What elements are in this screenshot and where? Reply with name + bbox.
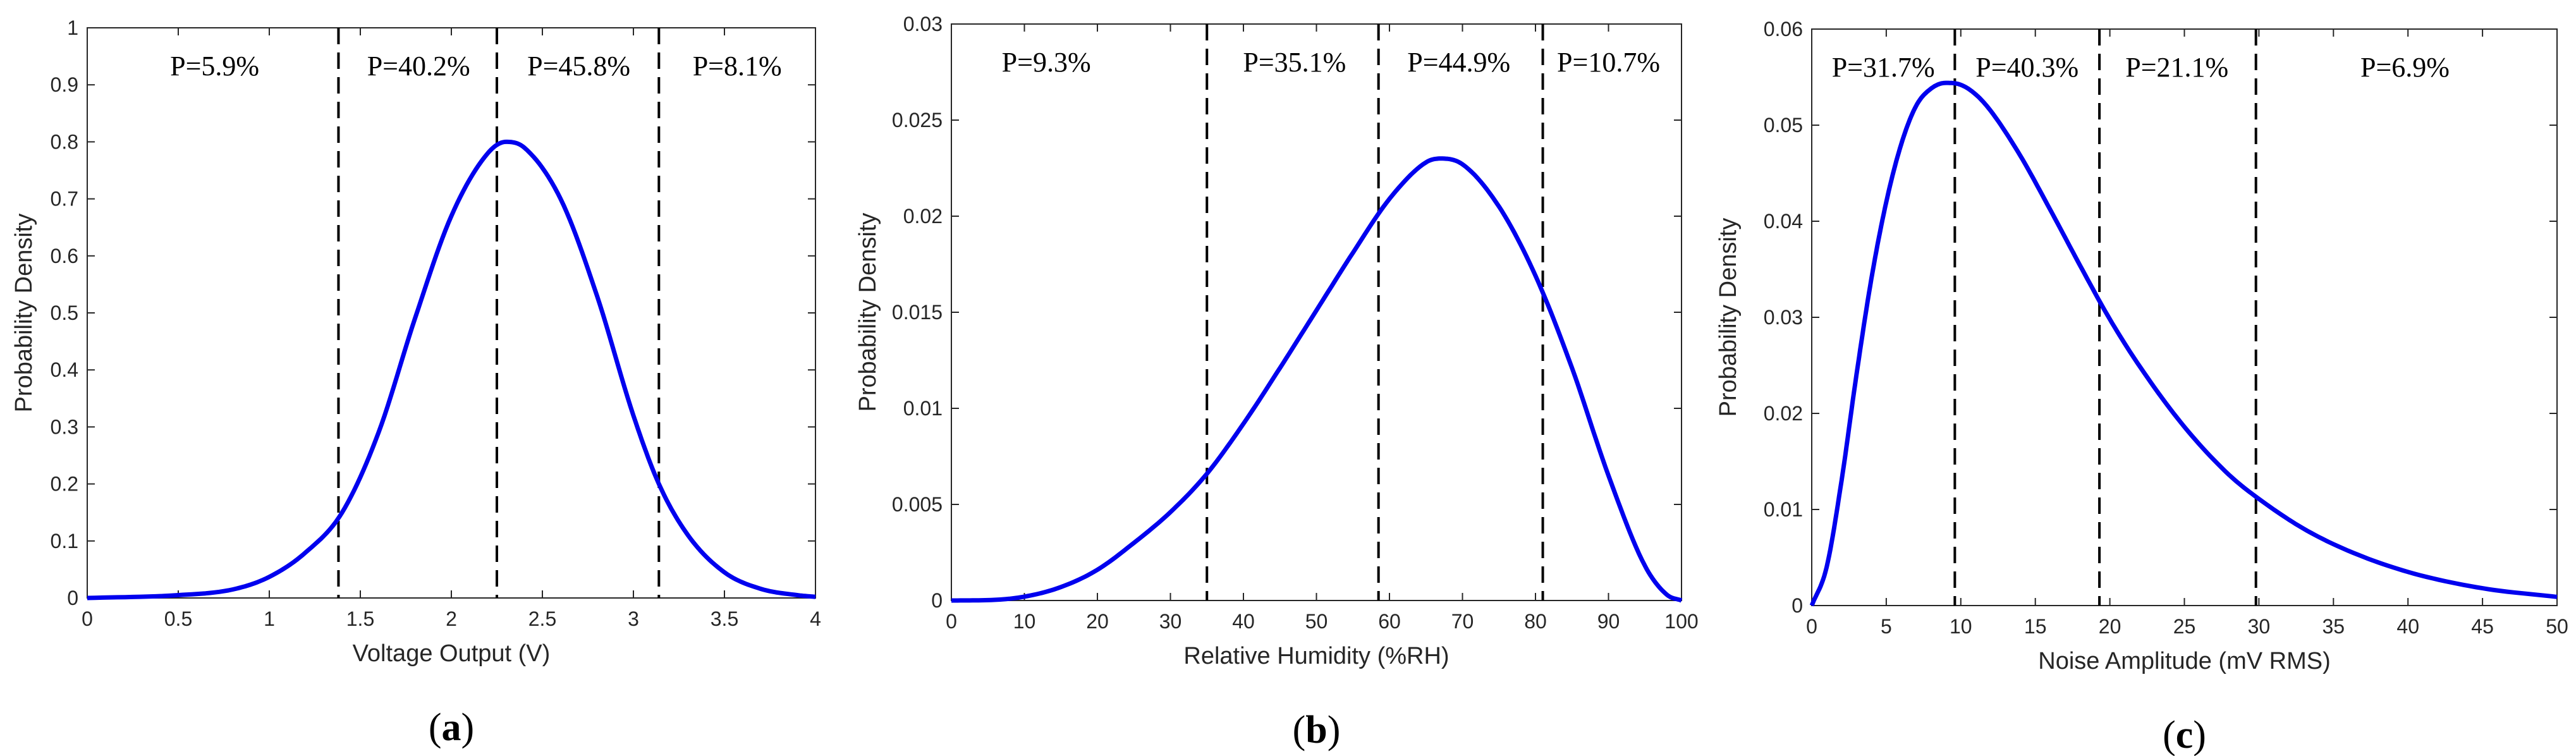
y-tick-label: 0.5 xyxy=(51,302,78,324)
y-tick-label: 0.03 xyxy=(903,13,943,35)
region-probability-label: P=40.3% xyxy=(1975,52,2079,83)
x-tick-label: 40 xyxy=(2396,615,2419,638)
x-tick-label: 30 xyxy=(1159,610,1182,633)
panel-label: (c) xyxy=(2163,714,2206,756)
y-tick-label: 0.06 xyxy=(1764,18,1803,40)
y-tick-label: 0.02 xyxy=(1764,402,1803,425)
x-tick-label: 20 xyxy=(1086,610,1109,633)
x-tick-label: 3 xyxy=(628,607,639,630)
x-tick-label: 15 xyxy=(2024,615,2047,638)
x-axis-label: Voltage Output (V) xyxy=(353,640,551,667)
y-tick-label: 1 xyxy=(67,16,78,39)
y-tick-label: 0.01 xyxy=(903,397,943,420)
x-tick-label: 90 xyxy=(1597,610,1620,633)
y-tick-label: 0.2 xyxy=(51,473,78,496)
y-tick-label: 0.6 xyxy=(51,245,78,267)
panel-label: (a) xyxy=(429,706,474,749)
region-probability-label: P=9.3% xyxy=(1002,47,1091,78)
x-tick-label: 3.5 xyxy=(711,607,738,630)
x-tick-label: 50 xyxy=(1305,610,1328,633)
x-tick-label: 0 xyxy=(946,610,957,633)
y-tick-label: 0.3 xyxy=(51,415,78,438)
y-tick-label: 0.02 xyxy=(903,205,943,228)
x-tick-label: 0 xyxy=(1806,615,1817,638)
x-tick-label: 1.5 xyxy=(346,607,374,630)
x-tick-label: 2.5 xyxy=(528,607,556,630)
y-tick-label: 0 xyxy=(67,587,78,609)
y-tick-label: 0.025 xyxy=(892,109,943,131)
y-tick-label: 0 xyxy=(931,589,943,612)
region-probability-label: P=35.1% xyxy=(1243,47,1346,78)
x-tick-label: 0.5 xyxy=(164,607,192,630)
x-tick-label: 70 xyxy=(1451,610,1474,633)
x-tick-label: 60 xyxy=(1378,610,1401,633)
x-tick-label: 40 xyxy=(1232,610,1255,633)
region-probability-label: P=8.1% xyxy=(693,51,782,82)
y-tick-label: 0.05 xyxy=(1764,114,1803,137)
panel-label: (b) xyxy=(1293,709,1341,752)
x-tick-label: 0 xyxy=(82,607,93,630)
x-axis-label: Relative Humidity (%RH) xyxy=(1183,643,1449,669)
y-axis-label: Probability Density xyxy=(1715,218,1742,417)
region-probability-label: P=6.9% xyxy=(2360,52,2450,83)
region-probability-label: P=40.2% xyxy=(367,51,470,82)
region-probability-label: P=31.7% xyxy=(1832,52,1935,83)
x-tick-label: 4 xyxy=(810,607,821,630)
y-tick-label: 0.8 xyxy=(51,130,78,153)
y-tick-label: 0.4 xyxy=(51,358,78,381)
x-tick-label: 10 xyxy=(1013,610,1036,633)
density-curve xyxy=(1809,80,2558,607)
y-axis-label: Probability Density xyxy=(855,213,881,412)
x-tick-label: 30 xyxy=(2248,615,2271,638)
y-tick-label: 0.04 xyxy=(1764,210,1803,233)
chart-panel-b: 0 10 20 30 40 50 60 70 80 90 100 0 0.005 0.01 0.015 0.0… xyxy=(855,13,1699,752)
x-tick-label: 50 xyxy=(2546,615,2568,638)
chart-panel-a: 0 0.5 1 1.5 2 2.5 3 3.5 4 0 0.1 0.2 0.3 0.4 0.5 0.6 0.7 0… xyxy=(11,16,821,749)
region-probability-label: P=21.1% xyxy=(2125,52,2228,83)
x-tick-label: 45 xyxy=(2471,615,2494,638)
y-tick-label: 0.005 xyxy=(892,493,943,516)
y-tick-label: 0.015 xyxy=(892,301,943,324)
density-curve xyxy=(951,156,1683,603)
x-tick-label: 1 xyxy=(264,607,275,630)
region-probability-label: P=45.8% xyxy=(527,51,630,82)
x-tick-label: 20 xyxy=(2099,615,2121,638)
region-probability-label: P=5.9% xyxy=(170,51,259,82)
x-tick-label: 35 xyxy=(2323,615,2345,638)
density-curve xyxy=(87,139,817,601)
y-tick-label: 0.1 xyxy=(51,530,78,552)
y-tick-label: 0 xyxy=(1792,594,1803,617)
x-axis-label: Noise Amplitude (mV RMS) xyxy=(2038,648,2330,674)
y-tick-label: 0.03 xyxy=(1764,306,1803,329)
x-tick-label: 10 xyxy=(1950,615,1972,638)
chart-panel-c: 0 5 10 15 20 25 30 35 40 45 50 0 0.01 0.02 0.03 0.04 0.0… xyxy=(1715,18,2568,756)
y-tick-label: 0.9 xyxy=(51,73,78,96)
y-tick-label: 0.01 xyxy=(1764,498,1803,521)
region-probability-label: P=10.7% xyxy=(1557,47,1660,78)
x-tick-label: 25 xyxy=(2173,615,2196,638)
x-tick-label: 2 xyxy=(446,607,457,630)
y-tick-label: 0.7 xyxy=(51,188,78,210)
region-probability-label: P=44.9% xyxy=(1407,47,1510,78)
x-tick-label: 5 xyxy=(1881,615,1892,638)
x-tick-label: 100 xyxy=(1664,610,1698,633)
y-axis-label: Probability Density xyxy=(11,214,37,413)
x-tick-label: 80 xyxy=(1524,610,1547,633)
